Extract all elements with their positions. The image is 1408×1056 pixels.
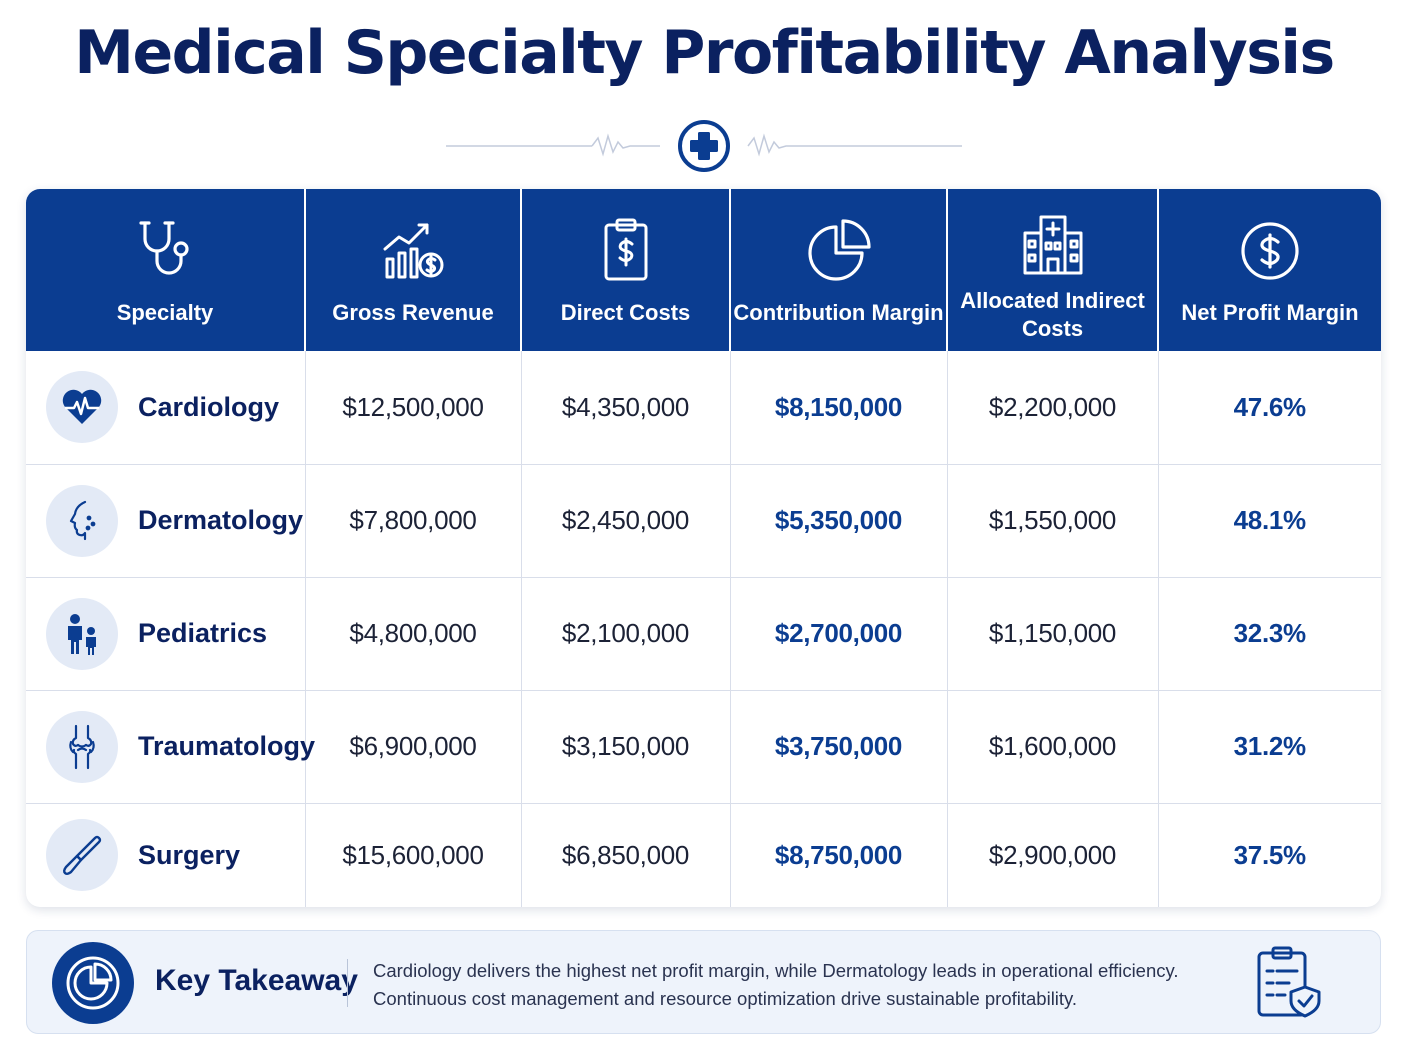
indirect-costs-cell: $2,900,000 <box>947 803 1159 907</box>
clipboard-dollar-icon <box>590 215 662 287</box>
direct-costs-cell: $2,450,000 <box>521 464 731 578</box>
specialty-cell: Traumatology <box>26 690 315 804</box>
pie-chart-icon <box>803 215 875 287</box>
net-profit-margin-cell: 48.1% <box>1158 464 1381 578</box>
gross-revenue-cell: $6,900,000 <box>305 690 522 804</box>
specialty-name: Dermatology <box>138 505 304 535</box>
contribution-margin-cell: $5,350,000 <box>730 464 948 578</box>
header-direct-costs: Direct Costs <box>521 189 731 351</box>
header-net-profit-margin: Net Profit Margin <box>1158 189 1381 351</box>
medical-cross-icon <box>678 120 730 172</box>
header-contribution-margin: Contribution Margin <box>730 189 948 351</box>
specialty-cell: Pediatrics <box>26 577 306 691</box>
key-takeaway-panel: Key Takeaway Cardiology delivers the hig… <box>26 930 1381 1034</box>
indirect-costs-cell: $1,550,000 <box>947 464 1159 578</box>
specialty-name: Traumatology <box>138 731 316 761</box>
dollar-circle-icon <box>1234 215 1306 287</box>
profitability-table: Specialty Gross Revenue <box>26 189 1381 907</box>
title-divider <box>446 118 962 174</box>
stethoscope-icon <box>129 215 201 287</box>
heart-pulse-icon <box>46 371 118 444</box>
direct-costs-cell: $3,150,000 <box>521 690 731 804</box>
net-profit-margin-cell: 47.6% <box>1158 351 1381 465</box>
table-row: Surgery $15,600,000 $6,850,000 $8,750,00… <box>26 803 1381 907</box>
net-profit-margin-cell: 37.5% <box>1233 839 1307 870</box>
page-title: Medical Specialty Profitability Analysis <box>74 18 1335 88</box>
specialty-cell: Dermatology <box>26 464 306 578</box>
header-label: Allocated Indirect Costs <box>960 288 1145 341</box>
parent-child-icon <box>46 597 118 670</box>
contribution-margin-cell: $2,700,000 <box>730 577 948 691</box>
gross-revenue-cell: $12,500,000 <box>305 351 522 465</box>
indirect-costs-cell: $1,150,000 <box>947 577 1159 691</box>
clipboard-shield-icon <box>1249 943 1329 1023</box>
indirect-costs-cell: $1,600,000 <box>947 690 1159 804</box>
table-row: Cardiology $12,500,000 $4,350,000 $8,150… <box>26 351 1381 465</box>
specialty-name: Pediatrics <box>138 618 268 648</box>
gross-revenue-cell: $4,800,000 <box>305 577 522 691</box>
header-label: Gross Revenue <box>332 300 494 325</box>
takeaway-separator <box>347 959 348 1007</box>
table-row: Dermatology $7,800,000 $2,450,000 $5,350… <box>26 464 1381 578</box>
header-allocated-indirect-costs: Allocated Indirect Costs <box>947 189 1159 351</box>
header-label: Specialty <box>116 300 214 325</box>
header-label: Direct Costs <box>560 300 691 325</box>
contribution-margin-cell: $3,750,000 <box>730 690 948 804</box>
direct-costs-cell: $4,350,000 <box>521 351 731 465</box>
pie-chart-icon <box>52 942 134 1024</box>
gross-revenue-cell: $15,600,000 <box>305 803 522 907</box>
gross-revenue-cell: $7,800,000 <box>305 464 522 578</box>
takeaway-title: Key Takeaway <box>155 964 358 997</box>
direct-costs-cell: $2,100,000 <box>521 577 731 691</box>
contribution-margin-cell: $8,750,000 <box>730 803 948 907</box>
specialty-name: Surgery <box>138 839 241 870</box>
header-gross-revenue: Gross Revenue <box>305 189 522 351</box>
header-label: Contribution Margin <box>733 300 944 325</box>
contribution-margin-cell: $8,150,000 <box>730 351 948 465</box>
revenue-growth-icon <box>377 215 449 287</box>
net-profit-margin-cell: 32.3% <box>1158 577 1381 691</box>
specialty-name: Cardiology <box>138 391 280 422</box>
header-specialty: Specialty <box>26 189 306 351</box>
net-profit-margin-cell: 31.2% <box>1158 690 1381 804</box>
direct-costs-cell: $6,850,000 <box>521 803 731 907</box>
header-label: Net Profit Margin <box>1181 300 1359 325</box>
table-header-row: Specialty Gross Revenue <box>26 189 1381 351</box>
table-row: Pediatrics $4,800,000 $2,100,000 $2,700,… <box>26 577 1381 691</box>
table-row: Traumatology $6,900,000 $3,150,000 $3,75… <box>26 690 1381 804</box>
face-skin-icon <box>46 484 118 557</box>
specialty-cell: Cardiology <box>26 351 306 465</box>
hospital-icon <box>1017 209 1089 281</box>
takeaway-text: Cardiology delivers the highest net prof… <box>373 960 1179 1009</box>
knee-joint-icon <box>46 710 118 783</box>
scalpel-icon <box>46 819 118 892</box>
indirect-costs-cell: $2,200,000 <box>947 351 1159 465</box>
specialty-cell: Surgery <box>26 803 306 907</box>
